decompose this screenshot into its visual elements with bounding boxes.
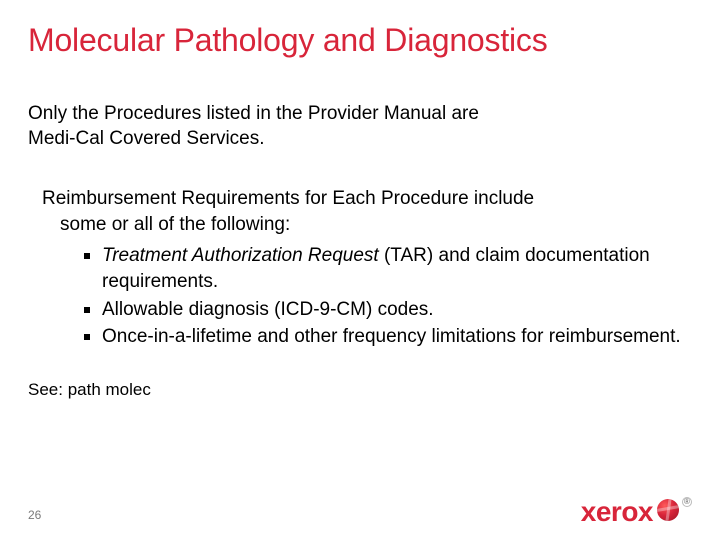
section-heading-line-2: some or all of the following:	[42, 212, 672, 238]
slide-title: Molecular Pathology and Diagnostics	[28, 22, 692, 59]
list-item: Treatment Authorization Request (TAR) an…	[42, 243, 692, 294]
bullet-text: Allowable diagnosis (ICD-9-CM) codes.	[102, 299, 434, 320]
bullet-square-icon	[84, 307, 90, 313]
intro-line-1: Only the Procedures listed in the Provid…	[28, 103, 479, 124]
bullet-text: Once-in-a-lifetime and other frequency l…	[102, 326, 681, 347]
section-heading-line-1: Reimbursement Requirements for Each Proc…	[42, 188, 534, 209]
page-number: 26	[28, 508, 41, 522]
bullet-list: Treatment Authorization Request (TAR) an…	[42, 243, 692, 350]
logo-sphere-icon	[657, 499, 679, 521]
intro-line-2: Medi-Cal Covered Services.	[28, 128, 265, 149]
brand-logo: xerox ®	[581, 498, 692, 526]
bullet-square-icon	[84, 334, 90, 340]
bullet-italic: Treatment Authorization Request	[102, 245, 384, 266]
section-heading: Reimbursement Requirements for Each Proc…	[42, 186, 692, 237]
list-item: Allowable diagnosis (ICD-9-CM) codes.	[42, 297, 692, 323]
registered-mark-icon: ®	[682, 497, 692, 507]
intro-paragraph: Only the Procedures listed in the Provid…	[28, 101, 692, 152]
bullet-square-icon	[84, 253, 90, 259]
see-reference: See: path molec	[28, 380, 692, 400]
logo-text: xerox	[581, 498, 653, 526]
slide: Molecular Pathology and Diagnostics Only…	[0, 0, 720, 540]
list-item: Once-in-a-lifetime and other frequency l…	[42, 324, 692, 350]
